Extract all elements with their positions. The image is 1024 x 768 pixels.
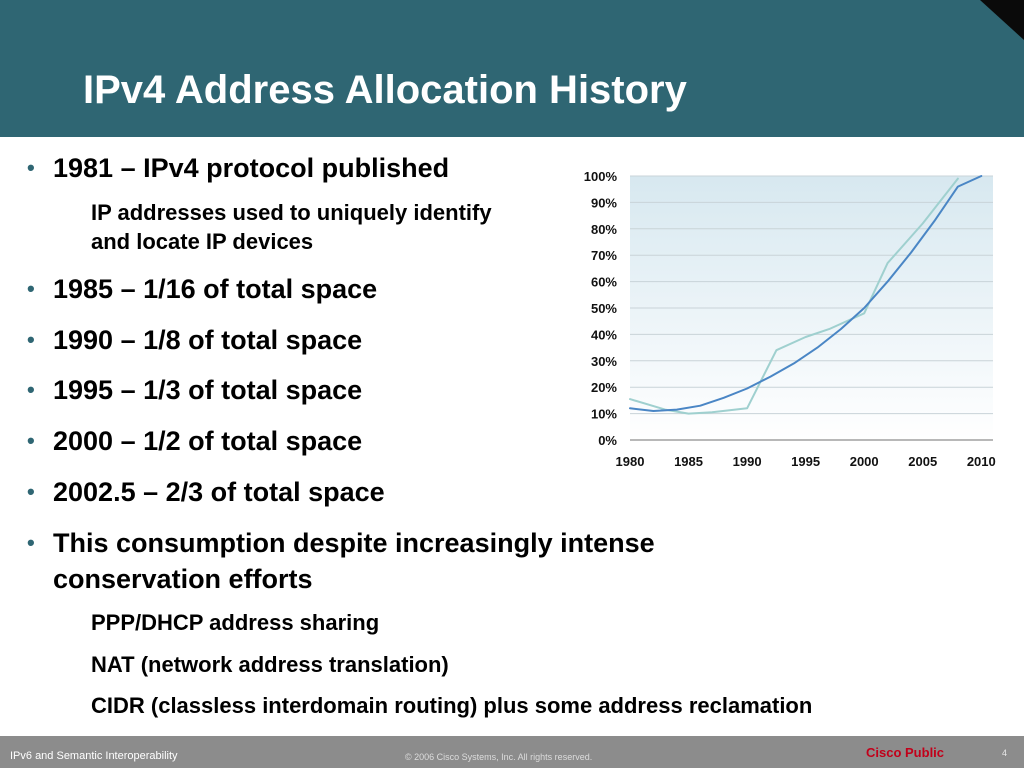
sub-item: NAT (network address translation) [91,652,449,677]
y-tick-label: 80% [591,222,617,237]
bullet-icon: • [27,155,35,180]
bullet-list: • 1981 – IPv4 protocol published IP addre… [27,150,813,718]
corner-triangle [980,0,1024,40]
title-bar: IPv4 Address Allocation History [0,0,1024,137]
footer-copyright: © 2006 Cisco Systems, Inc. All rights re… [405,752,593,762]
bullet-item: • 1995 – 1/3 of total space [27,372,362,408]
x-tick-label: 1985 [674,454,703,469]
footer-course-title: IPv6 and Semantic Interoperability [10,750,178,762]
series-line-trend [629,175,983,412]
y-tick-label: 20% [591,380,617,395]
footer-classification: Cisco Public [866,745,945,760]
page-number: 4 [1002,748,1008,758]
slide-title: IPv4 Address Allocation History [83,68,687,112]
bullet-icon: • [27,479,35,504]
x-tick-label: 2005 [908,454,937,469]
y-tick-label: 50% [591,301,617,316]
bullet-item: • 1981 – IPv4 protocol published [27,150,449,186]
allocation-chart: 0% 10% 20% 30% 40% 50% 60% 70% 80% 90% 100% 1980 19… [560,160,1010,480]
bullet-icon: • [27,377,35,402]
series-line-actual [629,177,959,415]
chart-svg: 0% 10% 20% 30% 40% 50% 60% 70% 80% 90% 100% 1980 19… [584,169,996,469]
bullet-icon: • [27,276,35,301]
sub-item: and locate IP devices [91,229,314,254]
y-tick-label: 70% [591,248,617,263]
footer-bar: IPv6 and Semantic Interoperability © 200… [0,736,1024,768]
x-tick-label: 1995 [791,454,820,469]
sub-item: CIDR (classless interdomain routing) plu… [91,693,813,718]
y-tick-label: 40% [591,327,617,342]
sub-item: IP addresses used to uniquely identify [91,200,492,225]
x-tick-label: 1980 [616,454,645,469]
y-tick-label: 0% [598,433,617,448]
sub-item: PPP/DHCP address sharing [91,610,380,635]
x-tick-label: 2010 [967,454,996,469]
bullet-item-continuation: conservation efforts [53,564,313,594]
bullet-icon: • [27,530,35,555]
bullet-item: • 1985 – 1/16 of total space [27,271,377,307]
y-tick-label: 10% [591,407,617,422]
bullet-item: • This consumption despite increasingly i… [27,525,655,561]
bullet-item: • 1990 – 1/8 of total space [27,322,362,358]
y-tick-label: 60% [591,275,617,290]
y-tick-label: 90% [591,195,617,210]
bullet-icon: • [27,428,35,453]
bullet-icon: • [27,327,35,352]
bullet-item: • 2000 – 1/2 of total space [27,423,362,459]
x-tick-label: 2000 [850,454,879,469]
y-tick-label: 100% [584,169,618,184]
bullet-item: • 2002.5 – 2/3 of total space [27,474,385,510]
x-tick-label: 1990 [733,454,762,469]
y-tick-label: 30% [591,354,617,369]
